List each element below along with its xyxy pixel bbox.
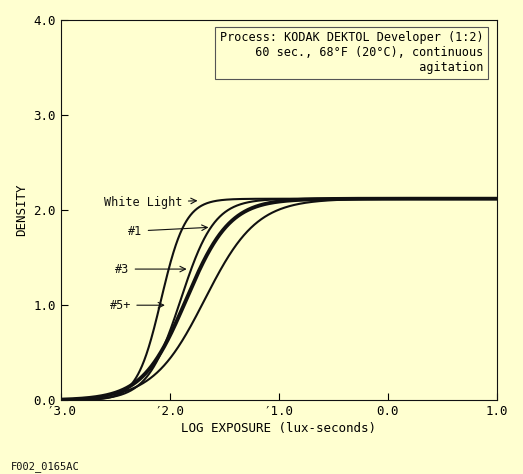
Text: F002_0165AC: F002_0165AC xyxy=(10,461,79,472)
Y-axis label: DENSITY: DENSITY xyxy=(15,184,28,237)
Text: #3: #3 xyxy=(116,263,186,275)
Text: #5+: #5+ xyxy=(110,299,164,312)
Text: Process: KODAK DEKTOL Developer (1:2)
  60 sec., 68°F (20°C), continuous
  agita: Process: KODAK DEKTOL Developer (1:2) 60… xyxy=(220,31,484,74)
X-axis label: LOG EXPOSURE (lux-seconds): LOG EXPOSURE (lux-seconds) xyxy=(181,422,377,435)
Text: #1: #1 xyxy=(129,225,207,237)
Text: White Light: White Light xyxy=(105,196,196,209)
